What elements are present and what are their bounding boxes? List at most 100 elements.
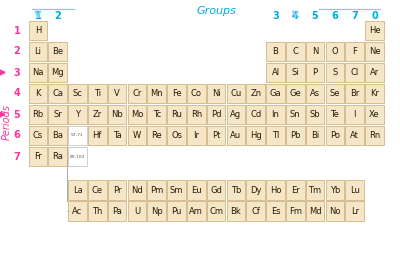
Text: Er: Er bbox=[291, 186, 300, 195]
FancyBboxPatch shape bbox=[326, 126, 344, 145]
FancyBboxPatch shape bbox=[365, 126, 384, 145]
Text: Au: Au bbox=[230, 131, 242, 140]
FancyBboxPatch shape bbox=[266, 63, 285, 82]
FancyBboxPatch shape bbox=[286, 126, 305, 145]
FancyBboxPatch shape bbox=[266, 126, 285, 145]
FancyBboxPatch shape bbox=[246, 84, 265, 103]
Text: Tm: Tm bbox=[308, 186, 322, 195]
FancyBboxPatch shape bbox=[48, 42, 67, 61]
Text: Ag: Ag bbox=[230, 110, 242, 119]
Text: Mg: Mg bbox=[51, 68, 64, 77]
Text: H: H bbox=[35, 26, 41, 35]
Text: Ga: Ga bbox=[270, 89, 281, 98]
Text: 89-103: 89-103 bbox=[70, 154, 85, 159]
Text: Cu: Cu bbox=[230, 89, 242, 98]
FancyBboxPatch shape bbox=[48, 84, 67, 103]
Text: Ra: Ra bbox=[52, 152, 63, 161]
FancyBboxPatch shape bbox=[246, 180, 265, 200]
FancyBboxPatch shape bbox=[326, 84, 344, 103]
Text: P: P bbox=[312, 68, 318, 77]
Text: Ir: Ir bbox=[193, 131, 199, 140]
Text: 1: 1 bbox=[34, 11, 41, 21]
FancyBboxPatch shape bbox=[29, 42, 47, 61]
Text: 0: 0 bbox=[371, 11, 378, 21]
Text: 2: 2 bbox=[14, 47, 20, 57]
FancyBboxPatch shape bbox=[167, 105, 186, 124]
Text: Tl: Tl bbox=[272, 131, 279, 140]
Text: Ti: Ti bbox=[94, 89, 101, 98]
Text: Cd: Cd bbox=[250, 110, 261, 119]
Text: Ni: Ni bbox=[212, 89, 220, 98]
FancyBboxPatch shape bbox=[48, 146, 67, 166]
Text: S: S bbox=[332, 68, 338, 77]
FancyBboxPatch shape bbox=[326, 201, 344, 221]
FancyBboxPatch shape bbox=[48, 105, 67, 124]
Text: Es: Es bbox=[271, 207, 280, 216]
Text: Ta: Ta bbox=[113, 131, 122, 140]
FancyBboxPatch shape bbox=[108, 105, 126, 124]
Text: 2: 2 bbox=[54, 11, 61, 21]
FancyBboxPatch shape bbox=[147, 84, 166, 103]
Text: Pr: Pr bbox=[113, 186, 121, 195]
FancyBboxPatch shape bbox=[88, 84, 106, 103]
Text: Dy: Dy bbox=[250, 186, 262, 195]
FancyBboxPatch shape bbox=[187, 84, 206, 103]
Text: V: V bbox=[114, 89, 120, 98]
Text: Tb: Tb bbox=[231, 186, 241, 195]
FancyBboxPatch shape bbox=[68, 126, 87, 145]
Text: I: I bbox=[354, 110, 356, 119]
Text: 6: 6 bbox=[332, 11, 338, 21]
FancyBboxPatch shape bbox=[346, 180, 364, 200]
Text: Ca: Ca bbox=[52, 89, 63, 98]
Text: Rh: Rh bbox=[191, 110, 202, 119]
Text: Al: Al bbox=[272, 68, 280, 77]
FancyBboxPatch shape bbox=[365, 42, 384, 61]
FancyBboxPatch shape bbox=[88, 126, 106, 145]
Text: Se: Se bbox=[330, 89, 340, 98]
Text: Kr: Kr bbox=[370, 89, 379, 98]
FancyBboxPatch shape bbox=[306, 105, 324, 124]
Text: N: N bbox=[312, 47, 318, 56]
FancyBboxPatch shape bbox=[48, 126, 67, 145]
Text: He: He bbox=[369, 26, 380, 35]
FancyBboxPatch shape bbox=[29, 63, 47, 82]
FancyBboxPatch shape bbox=[346, 105, 364, 124]
FancyBboxPatch shape bbox=[286, 105, 305, 124]
FancyBboxPatch shape bbox=[128, 201, 146, 221]
Text: Be: Be bbox=[52, 47, 63, 56]
Text: Cs: Cs bbox=[33, 131, 43, 140]
Text: O: O bbox=[332, 47, 338, 56]
Text: Ne: Ne bbox=[369, 47, 380, 56]
Text: Mn: Mn bbox=[150, 89, 163, 98]
Text: Pb: Pb bbox=[290, 131, 300, 140]
Text: Y: Y bbox=[75, 110, 80, 119]
FancyBboxPatch shape bbox=[88, 201, 106, 221]
FancyBboxPatch shape bbox=[207, 105, 226, 124]
FancyBboxPatch shape bbox=[68, 146, 87, 166]
FancyBboxPatch shape bbox=[246, 126, 265, 145]
FancyBboxPatch shape bbox=[266, 42, 285, 61]
Text: Nb: Nb bbox=[111, 110, 123, 119]
Text: Pt: Pt bbox=[212, 131, 220, 140]
FancyBboxPatch shape bbox=[187, 201, 206, 221]
Text: 6: 6 bbox=[14, 130, 20, 140]
Text: Md: Md bbox=[309, 207, 322, 216]
Text: Gd: Gd bbox=[210, 186, 222, 195]
Text: Th: Th bbox=[92, 207, 102, 216]
FancyBboxPatch shape bbox=[167, 201, 186, 221]
FancyBboxPatch shape bbox=[29, 105, 47, 124]
Text: As: As bbox=[310, 89, 320, 98]
Text: Hg: Hg bbox=[250, 131, 262, 140]
Text: Sc: Sc bbox=[72, 89, 82, 98]
FancyBboxPatch shape bbox=[326, 180, 344, 200]
FancyBboxPatch shape bbox=[346, 201, 364, 221]
Text: 3: 3 bbox=[14, 68, 20, 78]
FancyBboxPatch shape bbox=[286, 63, 305, 82]
FancyBboxPatch shape bbox=[326, 105, 344, 124]
FancyBboxPatch shape bbox=[306, 201, 324, 221]
FancyBboxPatch shape bbox=[187, 105, 206, 124]
Text: Li: Li bbox=[34, 47, 42, 56]
Text: Br: Br bbox=[350, 89, 359, 98]
FancyBboxPatch shape bbox=[306, 84, 324, 103]
FancyBboxPatch shape bbox=[128, 180, 146, 200]
